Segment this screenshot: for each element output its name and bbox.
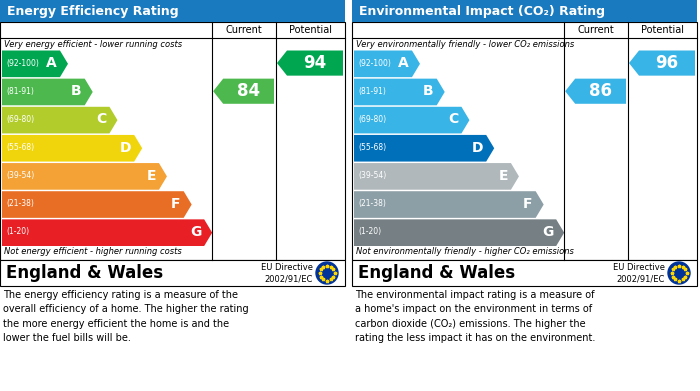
Polygon shape [354,219,564,246]
Text: England & Wales: England & Wales [358,264,515,282]
Text: B: B [423,84,434,98]
Polygon shape [354,135,494,161]
Polygon shape [277,50,343,75]
Text: England & Wales: England & Wales [6,264,163,282]
Text: Potential: Potential [641,25,684,35]
Text: Energy Efficiency Rating: Energy Efficiency Rating [7,5,178,18]
Text: B: B [71,84,82,98]
Text: Not energy efficient - higher running costs: Not energy efficient - higher running co… [4,247,182,256]
Text: Current: Current [225,25,262,35]
Text: A: A [398,56,409,70]
Polygon shape [354,163,519,190]
Text: The energy efficiency rating is a measure of the
overall efficiency of a home. T: The energy efficiency rating is a measur… [3,290,248,343]
Bar [352,260,697,286]
Text: D: D [120,140,131,154]
Circle shape [668,262,690,284]
Polygon shape [2,163,167,190]
Text: Very energy efficient - lower running costs: Very energy efficient - lower running co… [4,40,182,49]
Polygon shape [354,107,470,133]
Text: G: G [542,225,553,239]
Text: 96: 96 [655,54,678,72]
Bar [352,22,697,260]
Bar [0,0,345,22]
Bar [0,22,345,260]
Text: (69-80): (69-80) [358,115,386,124]
Polygon shape [2,50,68,77]
Circle shape [316,262,338,284]
Polygon shape [214,79,274,104]
Text: (81-91): (81-91) [358,87,386,96]
Text: Not environmentally friendly - higher CO₂ emissions: Not environmentally friendly - higher CO… [356,247,574,256]
Text: EU Directive
2002/91/EC: EU Directive 2002/91/EC [613,263,665,283]
Text: D: D [472,140,483,154]
Polygon shape [565,79,626,104]
Text: The environmental impact rating is a measure of
a home's impact on the environme: The environmental impact rating is a mea… [355,290,596,343]
Text: Very environmentally friendly - lower CO₂ emissions: Very environmentally friendly - lower CO… [356,40,574,49]
Text: C: C [96,112,106,126]
Polygon shape [2,135,142,161]
Text: (39-54): (39-54) [6,171,34,180]
Text: (1-20): (1-20) [6,228,29,237]
Polygon shape [2,191,192,218]
Text: Environmental Impact (CO₂) Rating: Environmental Impact (CO₂) Rating [359,5,605,18]
Text: Potential: Potential [289,25,332,35]
Text: G: G [190,225,201,239]
Text: Current: Current [578,25,615,35]
Bar [0,260,345,286]
Text: 86: 86 [589,82,612,100]
Polygon shape [629,50,695,75]
Text: F: F [172,197,181,211]
Polygon shape [354,191,544,218]
Polygon shape [2,79,92,105]
Text: (55-68): (55-68) [6,143,34,152]
Text: 84: 84 [237,82,260,100]
Text: (55-68): (55-68) [358,143,386,152]
Text: (69-80): (69-80) [6,115,34,124]
Text: C: C [448,112,458,126]
Text: (92-100): (92-100) [358,59,391,68]
Text: EU Directive
2002/91/EC: EU Directive 2002/91/EC [261,263,313,283]
Text: (39-54): (39-54) [358,171,386,180]
Text: E: E [498,169,508,183]
Bar [352,0,697,22]
Text: A: A [46,56,57,70]
Polygon shape [354,79,444,105]
Text: E: E [146,169,156,183]
Text: F: F [523,197,533,211]
Text: (92-100): (92-100) [6,59,39,68]
Text: (81-91): (81-91) [6,87,34,96]
Text: 94: 94 [303,54,327,72]
Text: (1-20): (1-20) [358,228,381,237]
Polygon shape [354,50,420,77]
Text: (21-38): (21-38) [358,199,386,208]
Polygon shape [2,107,118,133]
Text: (21-38): (21-38) [6,199,34,208]
Polygon shape [2,219,212,246]
